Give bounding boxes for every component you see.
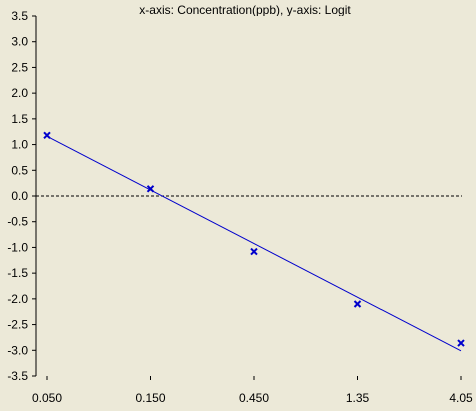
y-tick-label: 3.5 [11, 9, 28, 23]
x-tick-label: 0.150 [135, 391, 165, 405]
data-point [457, 339, 465, 347]
x-tick-label: 4.05 [449, 391, 473, 405]
x-tick-label: 1.35 [346, 391, 370, 405]
x-tick-label: 0.050 [32, 391, 62, 405]
x-tick-label: 0.450 [239, 391, 269, 405]
y-tick-label: -3.0 [7, 343, 28, 357]
data-point [250, 247, 258, 256]
y-tick-label: 0.0 [11, 189, 28, 203]
y-tick-label: 1.5 [11, 112, 28, 126]
y-tick-label: 1.0 [11, 138, 28, 152]
y-tick-label: 2.5 [11, 60, 28, 74]
y-tick-label: -1.5 [7, 266, 28, 280]
chart-title: x-axis: Concentration(ppb), y-axis: Logi… [139, 3, 351, 17]
y-tick-label: -3.5 [7, 369, 28, 383]
y-tick-label: -0.5 [7, 215, 28, 229]
data-point [43, 131, 51, 140]
y-tick-label: 2.0 [11, 86, 28, 100]
y-tick-label: -1.0 [7, 240, 28, 254]
data-point [146, 185, 155, 193]
y-tick-label: -2.0 [7, 292, 28, 306]
y-tick-label: 0.5 [11, 163, 28, 177]
fit-line [46, 135, 462, 352]
y-tick-label: 3.0 [11, 35, 28, 49]
data-point [353, 300, 362, 308]
y-tick-label: -2.5 [7, 318, 28, 332]
